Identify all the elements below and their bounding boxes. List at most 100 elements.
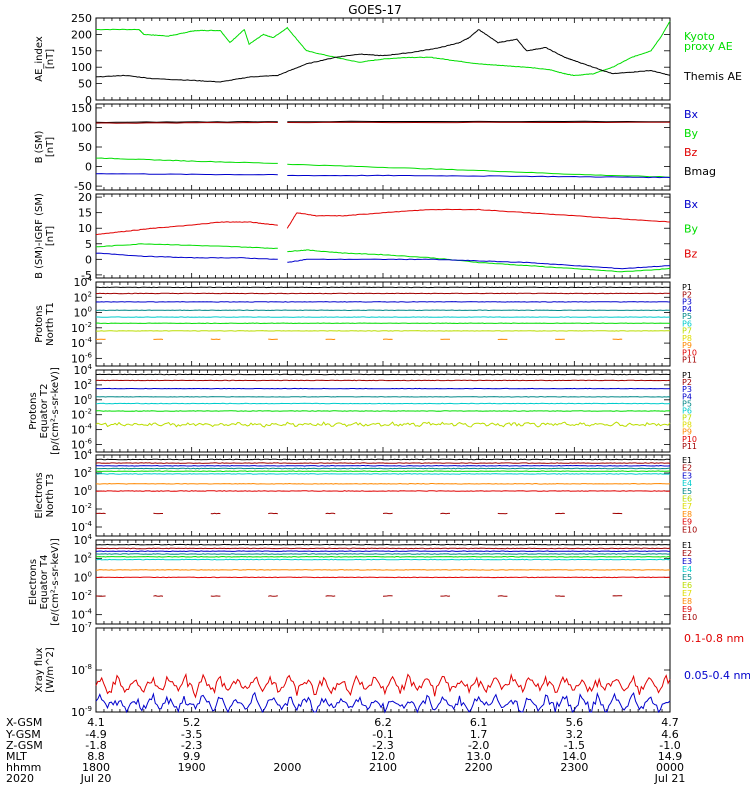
series-line <box>95 379 671 382</box>
x-row-label: MLT <box>6 750 27 763</box>
series-line <box>95 29 671 83</box>
legend-label: E8 <box>682 597 692 606</box>
x-row-value: Jul 21 <box>654 772 686 785</box>
legend-label: P6 <box>682 406 692 415</box>
legend-label: E9 <box>682 605 692 614</box>
series-line <box>95 473 671 475</box>
legend-label: P8 <box>682 334 692 343</box>
y-tick-label: 100 <box>71 121 92 134</box>
legend-label: P5 <box>682 312 692 321</box>
legend-label: By <box>684 223 699 236</box>
series-line <box>95 470 671 473</box>
x-row-value: 6.2 <box>374 716 392 729</box>
y-tick-label: 0 <box>85 94 92 107</box>
series-line <box>95 458 671 461</box>
x-row-value: -4.9 <box>85 728 106 741</box>
series-line <box>96 21 671 76</box>
x-row-value: 4.6 <box>661 728 679 741</box>
series-line <box>96 569 671 571</box>
y-axis-label: Electrons <box>34 472 45 518</box>
y-tick-label: 20 <box>78 191 92 204</box>
y-tick-label: 50 <box>78 141 92 154</box>
x-axis-table: X-GSM 4.1 5.2 6.2 6.1 5.6 4.7 Y-GSM -4.9 -3.5 -0.1… <box>5 716 685 785</box>
y-axis-label: Xray flux <box>34 648 45 693</box>
legend-label: P3 <box>682 385 692 394</box>
legend-label: E4 <box>682 565 692 574</box>
series-line <box>95 301 671 303</box>
y-tick-label: 10-2 <box>71 589 92 603</box>
series-line <box>95 490 671 492</box>
y-tick-label: 10-4 <box>71 423 93 437</box>
legend-label: P7 <box>682 414 692 423</box>
y-tick-label: 100 <box>71 61 92 74</box>
legend-label: Kyoto <box>684 30 715 43</box>
panel-3: -5 0 5 10 15 20 B (SM)-IGRF (SM) [nT] Bx By Bz <box>34 191 699 282</box>
y-tick-label: 0 <box>85 161 92 174</box>
y-tick-label: 200 <box>71 28 92 41</box>
y-tick-label: 102 <box>74 466 92 480</box>
series-line <box>95 286 671 289</box>
legend-label: P9 <box>682 428 692 437</box>
panel-frame <box>95 539 671 625</box>
legend-label: P10 <box>682 348 697 357</box>
series-line <box>95 576 670 579</box>
legend-label: P3 <box>682 298 692 307</box>
legend-label: E3 <box>682 471 692 480</box>
series-line <box>96 482 671 485</box>
y-tick-label: 102 <box>74 552 92 566</box>
y-axis-label: [nT] <box>45 226 56 246</box>
series-line <box>95 553 671 555</box>
series-line <box>95 421 671 428</box>
x-row-value: 2100 <box>369 761 397 774</box>
figure-title: GOES-17 <box>348 3 402 17</box>
panel-7: 10-4 10-2 100 102 104 Electrons Equator T4 [e/(… <box>28 533 697 626</box>
x-row-value: -2.0 <box>468 739 489 752</box>
legend-label: E2 <box>682 549 692 558</box>
y-tick-label: 150 <box>71 102 92 115</box>
x-row-value: 14.9 <box>658 750 683 763</box>
x-row-value: 6.1 <box>470 716 488 729</box>
x-row-value: 2200 <box>465 761 493 774</box>
y-tick-label: 0 <box>85 253 92 266</box>
x-row-value: 1900 <box>178 761 206 774</box>
legend-label: Bx <box>684 108 699 121</box>
y-axis-label: [p/(cm²-s-sr-keV)] <box>50 367 61 455</box>
legend-label: P7 <box>682 327 692 336</box>
legend-label: E5 <box>682 487 692 496</box>
y-tick-label: 10-4 <box>71 608 93 622</box>
y-tick-label: 50 <box>78 78 92 91</box>
series-line <box>95 464 671 467</box>
legend-label: P4 <box>682 392 692 401</box>
y-tick-label: -5 <box>81 269 92 282</box>
y-tick-label: 100 <box>74 484 92 498</box>
x-row-label: 2020 <box>6 772 34 785</box>
series-line <box>96 387 671 390</box>
legend-label: P1 <box>682 371 692 380</box>
legend-label: P6 <box>682 319 692 328</box>
y-tick-label: 10-8 <box>71 663 92 677</box>
x-row-label: hhmm <box>6 761 41 774</box>
x-row-value: 14.0 <box>562 750 587 763</box>
series-line <box>95 672 671 699</box>
y-tick-label: 100 <box>74 393 92 407</box>
series-line <box>95 543 671 546</box>
panel-frame <box>95 454 671 537</box>
x-row-value: 2300 <box>560 761 588 774</box>
series-line <box>95 252 671 270</box>
legend-label: E7 <box>682 502 692 511</box>
legend-label: Bz <box>684 146 698 159</box>
series-line <box>95 547 671 550</box>
legend-label: By <box>684 127 699 140</box>
series-line <box>96 309 670 312</box>
legend-label: Themis AE <box>683 70 742 83</box>
series-line <box>96 596 670 597</box>
y-tick-label: 104 <box>74 533 93 547</box>
series-line <box>95 467 670 470</box>
panel-6: 10-4 10-2 100 102 104 Electrons North T3 E1E2E3… <box>34 448 697 537</box>
legend-label: E2 <box>682 464 692 473</box>
y-tick-label: 10-7 <box>71 621 92 635</box>
series-line <box>96 330 671 332</box>
legend-label: P1 <box>682 283 692 292</box>
